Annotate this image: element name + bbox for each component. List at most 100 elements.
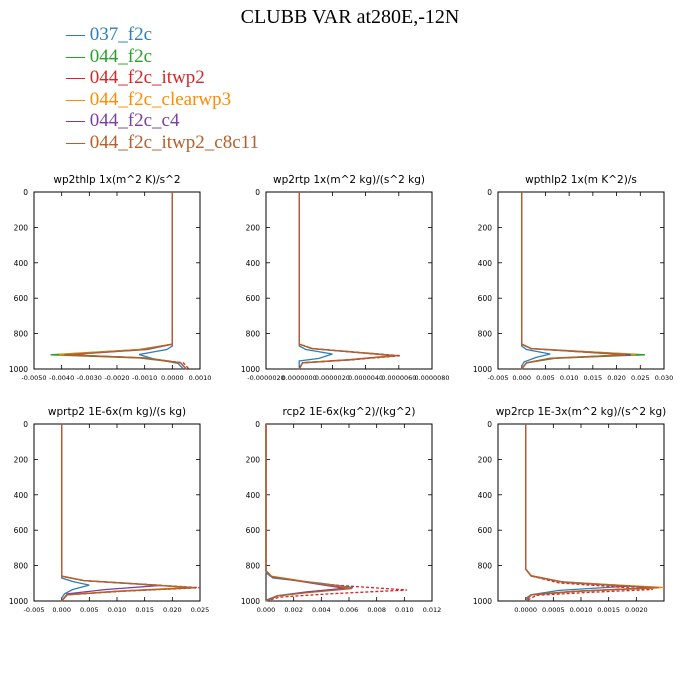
x-tick-label: 0.000 (257, 606, 276, 614)
x-tick-label: 0.0000000 (282, 374, 317, 382)
legend-dash: — (66, 131, 90, 153)
x-tick-label: 0.015 (135, 606, 154, 614)
y-tick-label: 1000 (9, 597, 28, 606)
legend-entry-044-f2c-c4: — 044_f2c_c4 (66, 110, 259, 132)
x-tick-label: 0.0000020 (315, 374, 350, 382)
series-line-037-f2c (138, 192, 184, 370)
plot-frame (33, 423, 201, 602)
series-line-044-f2c (521, 192, 646, 370)
legend-label: 044_f2c (89, 45, 153, 67)
series-line-044-f2c-itwp2 (61, 424, 201, 602)
series-line-044-f2c-itwp2 (61, 192, 190, 370)
series-line-044-f2c-itwp2 (521, 192, 627, 370)
plot-frame (265, 423, 433, 602)
series-line-044-f2c-itwp2 (298, 192, 401, 370)
x-tick-label: -0.0010 (132, 374, 157, 382)
series-line-044-f2c-itwp2-c8c11 (521, 192, 627, 370)
legend-dash: — (66, 45, 90, 67)
legend-dash: — (66, 24, 90, 45)
series-line-044-f2c-clearwp3 (525, 424, 665, 602)
x-tick-label: 0.0020 (625, 606, 648, 614)
x-tick-label: 0.025 (191, 606, 210, 614)
y-tick-label: 400 (246, 491, 261, 500)
panel-title: wp2rtp 1x(m^2 kg)/(s^2 kg) (273, 174, 425, 186)
panel-4: wprtp2 1E-6x(m kg)/(s kg) 0 200 400 600 800 10… (9, 406, 209, 614)
x-tick-label: 0.008 (367, 606, 386, 614)
x-tick-label: 0.000 (52, 606, 71, 614)
x-tick-label: 0.0000040 (348, 374, 383, 382)
y-tick-label: 200 (14, 223, 29, 232)
y-tick-label: 0 (23, 188, 28, 197)
y-tick-label: 600 (478, 526, 493, 535)
x-tick-label: -0.0050 (21, 374, 46, 382)
plot-frame (265, 191, 433, 370)
y-tick-label: 200 (14, 455, 29, 464)
x-tick-label: 0.012 (423, 606, 442, 614)
legend-dash: — (66, 88, 90, 110)
x-tick-label: 0.010 (395, 606, 414, 614)
x-tick-label: -0.0030 (77, 374, 102, 382)
x-tick-label: -0.0020 (104, 374, 129, 382)
panel-5: rcp2 1E-6x(kg^2)/(kg^2) 0 200 400 600 800 1000… (241, 406, 441, 614)
plot-frame (33, 191, 201, 370)
panel-title: wprtp2 1E-6x(m kg)/(s kg) (48, 406, 186, 418)
x-tick-label: 0.020 (607, 374, 626, 382)
panel-1: wp2thlp 1x(m^2 K)/s^202004006008001000-0… (9, 174, 211, 382)
y-tick-label: 200 (246, 223, 261, 232)
x-tick-label: 0.0000 (514, 606, 537, 614)
y-tick-label: 1000 (241, 365, 260, 374)
series-line-044-f2c-clearwp3 (521, 192, 636, 370)
y-tick-label: 400 (246, 259, 261, 268)
x-tick-label: -0.0040 (49, 374, 74, 382)
series-line-044-f2c-itwp2-c8c11 (64, 192, 187, 370)
series-line-044-f2c-itwp2 (525, 424, 653, 602)
x-tick-label: 0.015 (584, 374, 603, 382)
y-tick-label: 800 (478, 330, 493, 339)
legend-entry-037-f2c: — 037_f2c (66, 24, 259, 46)
series-line-044-f2c-clearwp3 (265, 424, 350, 602)
y-tick-label: 1000 (473, 597, 492, 606)
x-tick-label: 0.0000080 (414, 374, 449, 382)
y-tick-label: 0 (487, 420, 492, 429)
y-tick-label: 0 (23, 420, 28, 429)
y-tick-label: 800 (246, 562, 261, 571)
series-line-037-f2c (525, 424, 631, 599)
x-tick-label: 0.005 (80, 606, 99, 614)
legend-label: 044_f2c_c4 (89, 110, 180, 131)
series-line-044-f2c-itwp2-c8c11 (298, 192, 398, 370)
y-tick-label: 400 (478, 491, 493, 500)
legend-entry-044-f2c-clearwp3: — 044_f2c_clearwp3 (66, 89, 259, 111)
series-line-037-f2c (265, 424, 354, 601)
y-tick-label: 0 (255, 188, 260, 197)
panel-title: rcp2 1E-6x(kg^2)/(kg^2) (283, 406, 416, 418)
series-line-044-f2c-c4 (265, 424, 346, 602)
panel-6: wp2rcp 1E-3x(m^2 kg)/(s^2 kg) 0 200 400 600 8… (473, 406, 666, 614)
y-tick-label: 400 (478, 259, 493, 268)
x-tick-label: 0.0010 (570, 606, 593, 614)
legend-dash: — (66, 67, 90, 88)
x-tick-label: 0.0000 (161, 374, 184, 382)
series-line-044-f2c-clearwp3 (58, 192, 187, 370)
y-tick-label: 1000 (241, 597, 260, 606)
plot-frame (497, 423, 665, 602)
legend-label: 044_f2c_itwp2 (89, 67, 205, 88)
y-tick-label: 400 (14, 491, 29, 500)
x-tick-label: 0.0010 (189, 374, 212, 382)
legend-label: 037_f2c (89, 24, 153, 45)
panel-title: wp2thlp 1x(m^2 K)/s^2 (53, 174, 180, 186)
series-line-044-f2c (50, 192, 187, 370)
series-line-044-f2c (265, 424, 347, 602)
x-tick-label: 0.010 (108, 606, 127, 614)
legend-label: 044_f2c_clearwp3 (89, 88, 232, 110)
x-tick-label: 0.030 (655, 374, 674, 382)
y-tick-label: 200 (246, 455, 261, 464)
series-line-044-f2c-c4 (525, 424, 653, 602)
x-tick-label: 0.002 (284, 606, 303, 614)
series-line-044-f2c-c4 (61, 424, 162, 602)
x-tick-label: 0.0005 (542, 606, 565, 614)
series-line-044-f2c-itwp2-c8c11 (61, 424, 195, 602)
legend: — 037_f2c — 044_f2c — 044_f2c_itwp2 — 04… (66, 24, 259, 153)
y-tick-label: 800 (14, 562, 29, 571)
series-line-044-f2c-itwp2-c8c11 (265, 424, 352, 602)
